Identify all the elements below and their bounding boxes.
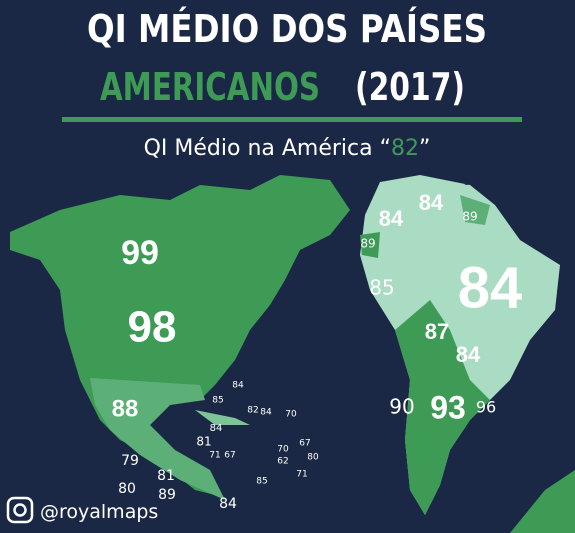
mexico-central-america <box>90 378 225 500</box>
country-label: 85 <box>212 396 223 406</box>
guianas <box>460 195 490 225</box>
north-america <box>10 175 350 495</box>
country-label: 71 <box>209 451 220 461</box>
country-label: 87 <box>425 319 449 344</box>
country-label: 87 <box>464 177 477 188</box>
country-label: 84 <box>379 206 404 231</box>
country-label: 84 <box>260 408 272 418</box>
country-label: 81 <box>157 468 175 484</box>
country-label: 89 <box>462 210 477 224</box>
country-label: 85 <box>369 276 394 300</box>
country-label: 81 <box>196 435 211 449</box>
country-label: 84 <box>232 381 244 391</box>
subtitle: QI Médio na América “82” <box>144 136 431 161</box>
country-label: 84 <box>419 190 444 215</box>
country-label: 84 <box>456 342 481 367</box>
country-label: 70 <box>285 410 297 420</box>
country-label: 96 <box>476 398 496 417</box>
country-label: 67 <box>299 439 310 449</box>
country-label: 84 <box>210 423 223 434</box>
country-label: 82 <box>247 406 258 416</box>
subtitle-end: ” <box>419 136 430 161</box>
southern-cone <box>395 300 490 515</box>
country-label: 84 <box>219 496 237 512</box>
title-year: (2017) <box>355 65 465 109</box>
title-green: AMERICANOS <box>100 65 320 109</box>
country-label: 67 <box>224 451 235 461</box>
country-label: 85 <box>256 477 267 487</box>
ecuador <box>360 232 380 258</box>
country-label: 98 <box>128 303 177 352</box>
instagram-icon-lens <box>13 503 27 517</box>
country-label: 90 <box>389 395 414 419</box>
country-label: 71 <box>296 470 307 480</box>
country-label: 80 <box>307 453 319 463</box>
country-label: 93 <box>430 389 466 425</box>
title: QI MÉDIO DOS PAÍSES <box>87 7 487 51</box>
corner-accent <box>510 470 575 533</box>
country-label: 70 <box>277 445 289 455</box>
country-label: 80 <box>118 481 136 497</box>
country-label: 88 <box>112 395 139 422</box>
subtitle-value: 82 <box>391 136 419 161</box>
country-label: 79 <box>121 453 139 469</box>
instagram-icon <box>6 496 34 524</box>
caribbean <box>195 410 250 425</box>
country-label: 99 <box>121 234 159 272</box>
country-label: 89 <box>360 237 375 251</box>
country-label: 84 <box>458 255 523 320</box>
country-label: 62 <box>277 457 288 467</box>
subtitle-text: QI Médio na América “ <box>144 136 391 161</box>
divider <box>62 117 522 122</box>
handle: @royalmaps <box>40 501 158 523</box>
country-label: 89 <box>158 487 176 503</box>
